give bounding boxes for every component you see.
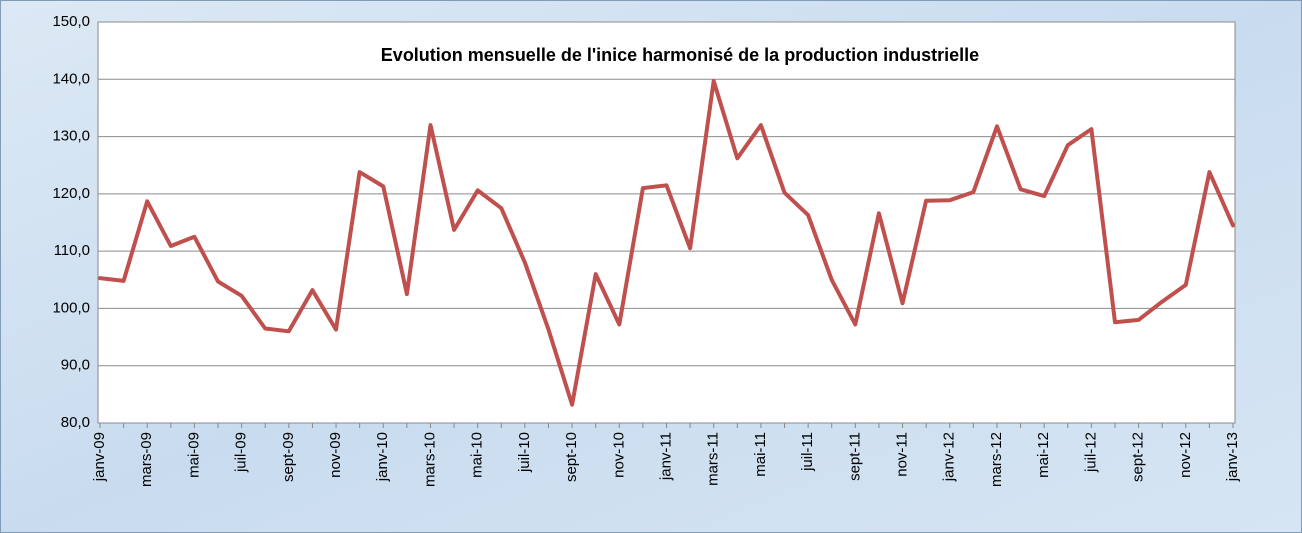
chart-title: Evolution mensuelle de l'inice harmonisé… [381, 45, 979, 65]
y-tick-label: 110,0 [54, 242, 90, 259]
x-tick-label: mars-09 [138, 432, 155, 487]
x-tick-label: mars-11 [705, 432, 722, 486]
x-tick-label: nov-09 [327, 432, 344, 478]
x-tick-label: janv-11 [657, 432, 674, 481]
plot-area [97, 21, 1236, 424]
x-tick-label: mai-11 [752, 432, 769, 477]
x-tick-label: janv-10 [374, 432, 391, 482]
x-tick-label: juil-10 [516, 432, 533, 473]
x-tick-label: sept-09 [280, 432, 297, 482]
y-tick-label: 80,0 [61, 414, 90, 431]
x-tick-label: sept-11 [846, 432, 863, 481]
x-tick-label: mai-12 [1035, 432, 1052, 478]
y-tick-label: 140,0 [52, 70, 90, 87]
data-line [98, 79, 1235, 407]
x-tick-label: janv-09 [91, 432, 108, 482]
x-tick-label: sept-10 [563, 432, 580, 482]
x-tick-label: mai-09 [185, 432, 202, 478]
y-tick-label: 100,0 [52, 299, 90, 316]
x-tick-label: juil-12 [1082, 432, 1099, 473]
x-tick-label: mai-10 [469, 432, 486, 478]
x-tick-label: nov-10 [610, 432, 627, 478]
x-tick-label: mars-10 [421, 432, 438, 487]
x-tick-label: nov-12 [1177, 432, 1194, 478]
x-tick-label: juil-09 [233, 432, 250, 473]
x-tick-label: janv-12 [941, 432, 958, 482]
x-tick-label: nov-11 [894, 432, 911, 477]
x-tick-label: mars-12 [988, 432, 1005, 487]
y-tick-label: 90,0 [61, 357, 90, 374]
x-tick-label: sept-12 [1130, 432, 1147, 482]
x-tick-label: juil-11 [799, 432, 816, 472]
y-tick-label: 150,0 [52, 13, 90, 30]
y-tick-label: 130,0 [52, 128, 90, 145]
x-tick-label: janv-13 [1224, 432, 1241, 482]
y-tick-label: 120,0 [52, 185, 90, 202]
